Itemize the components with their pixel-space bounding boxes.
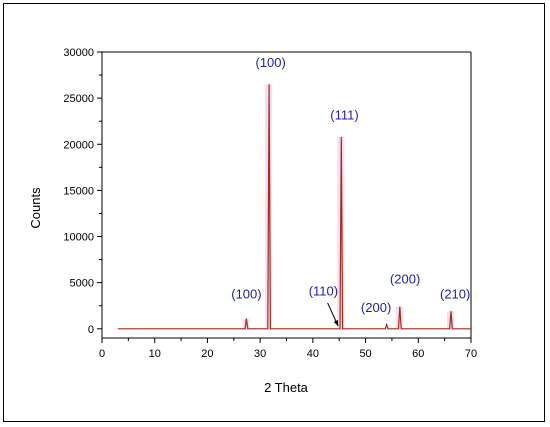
y-axis-title: Counts [28, 187, 43, 229]
peak-annotation: (100) [256, 55, 286, 70]
y-tick-label: 0 [88, 324, 94, 336]
y-tick-label: 25000 [63, 93, 94, 105]
x-tick-label: 40 [307, 348, 319, 360]
x-tick-label: 50 [359, 348, 371, 360]
x-tick-label: 70 [465, 348, 477, 360]
y-tick-label: 15000 [63, 185, 94, 197]
x-tick-label: 60 [412, 348, 424, 360]
arrow-head [333, 320, 339, 327]
y-tick-label: 10000 [63, 232, 94, 244]
peak-annotation: (110) [309, 284, 338, 299]
y-tick-label: 20000 [63, 139, 94, 151]
annotations: (100) (100) (111) (110) (200) (200) (210) [231, 55, 470, 315]
peak-annotation: (111) [330, 107, 358, 122]
chart-frame [3, 3, 545, 422]
x-tick-label: 0 [99, 348, 105, 360]
series-line [117, 84, 471, 330]
x-ticks: 0 10 20 30 40 50 60 70 [99, 338, 477, 360]
peak-annotation: (200) [390, 272, 420, 287]
plot-area: 0 10 20 30 40 50 60 70 0 5000 10000 15000 20000 2500… [63, 47, 477, 360]
y-tick-label: 30000 [63, 47, 94, 59]
y-ticks: 0 5000 10000 15000 20000 25000 30000 [63, 47, 102, 336]
x-tick-label: 10 [149, 348, 161, 360]
arrow-annotation [327, 302, 339, 327]
x-tick-label: 30 [254, 348, 266, 360]
x-tick-label: 20 [201, 348, 213, 360]
peak-annotation: (200) [361, 300, 391, 315]
x-axis-title: 2 Theta [264, 380, 309, 395]
y-tick-label: 5000 [70, 278, 94, 290]
peak-annotation: (210) [440, 286, 470, 301]
peak-annotation: (100) [231, 286, 261, 301]
